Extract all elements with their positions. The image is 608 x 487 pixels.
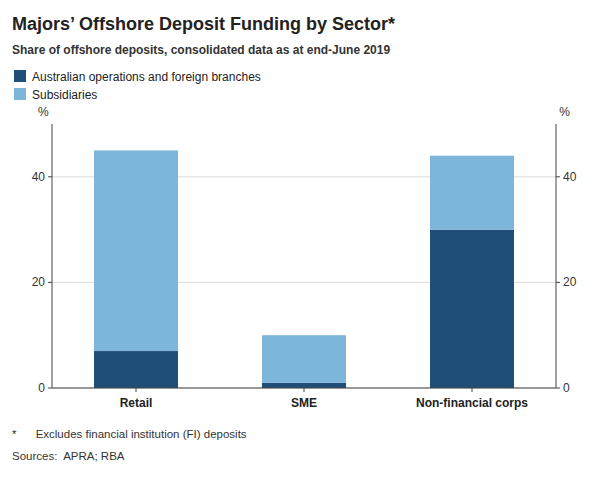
x-tick-label: Non-financial corps: [416, 396, 528, 410]
y-tick-label: 0: [38, 381, 45, 395]
y-axis-line: [52, 124, 53, 388]
legend: Australian operations and foreign branch…: [14, 70, 261, 102]
y2-axis-line: [556, 124, 557, 388]
legend-label: Australian operations and foreign branch…: [32, 70, 261, 84]
y2-tick: [556, 388, 560, 389]
y2-tick: [556, 176, 560, 177]
x-tick: [472, 388, 473, 392]
legend-swatch: [14, 70, 26, 82]
x-tick-label: Retail: [120, 396, 153, 410]
footnote: Sources: APRA; RBA: [12, 450, 125, 462]
bar: [430, 230, 514, 388]
bar: [430, 156, 514, 230]
legend-label: Subsidiaries: [32, 88, 97, 102]
title: Majors’ Offshore Deposit Funding by Sect…: [12, 14, 395, 34]
bar: [262, 335, 346, 383]
subtitle: Share of offshore deposits, consolidated…: [12, 43, 390, 57]
y-tick-label: 40: [32, 170, 46, 184]
chart: Majors’ Offshore Deposit Funding by Sect…: [0, 0, 608, 487]
y2-tick: [556, 282, 560, 283]
footnote: * Excludes financial institution (FI) de…: [12, 428, 247, 440]
x-tick-label: SME: [291, 396, 317, 410]
y-tick: [48, 176, 52, 177]
y-tick: [48, 282, 52, 283]
bar: [262, 383, 346, 388]
x-tick: [136, 388, 137, 392]
bar: [94, 150, 178, 351]
y2-tick-label: 0: [563, 381, 570, 395]
y2-tick-label: 20: [563, 275, 577, 289]
bar: [94, 351, 178, 388]
y2-axis-label: %: [559, 105, 570, 119]
y-tick: [48, 388, 52, 389]
x-tick: [304, 388, 305, 392]
legend-swatch: [14, 88, 26, 100]
y-axis-label: %: [38, 105, 49, 119]
bars: [94, 150, 514, 388]
y2-tick-label: 40: [563, 170, 577, 184]
y-tick-label: 20: [32, 275, 46, 289]
